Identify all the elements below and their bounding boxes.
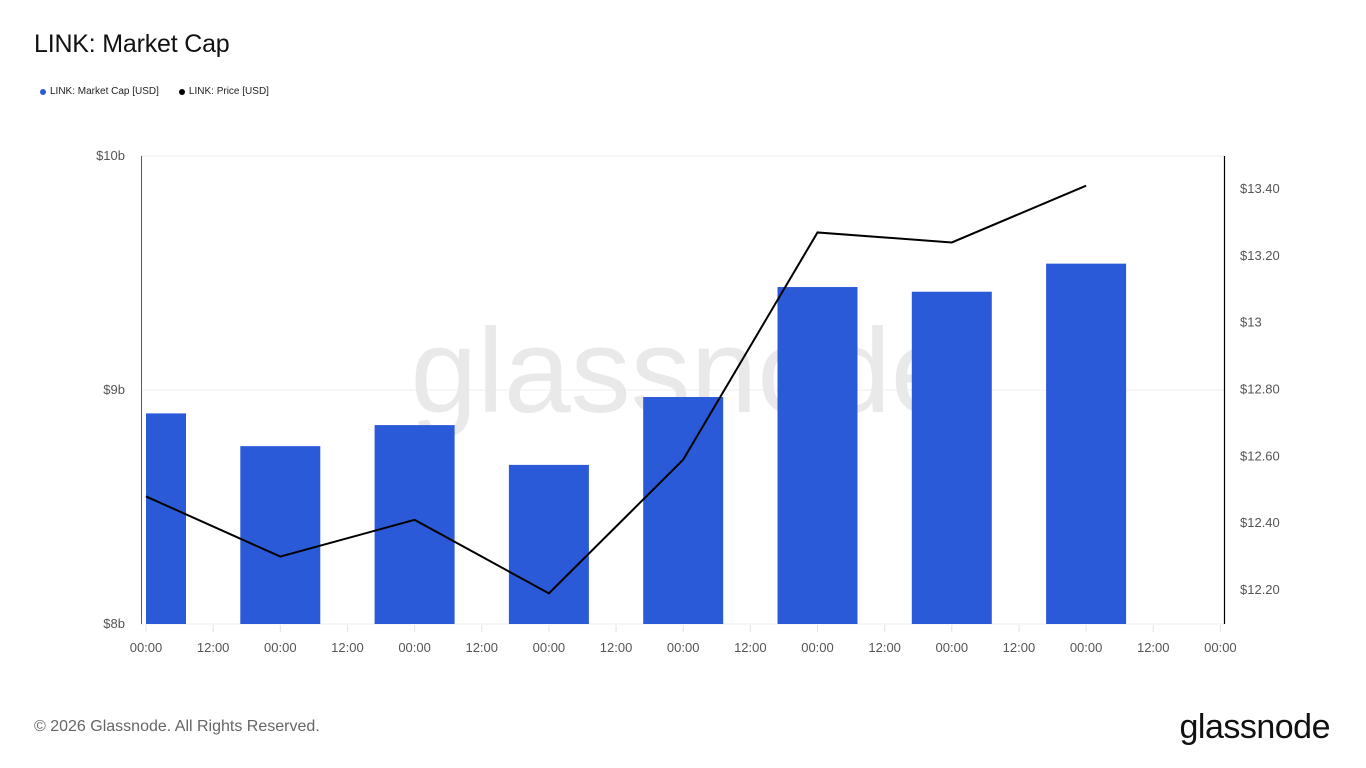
y-right-tick-label: $13.20 [1240,248,1280,263]
x-tick-label: 12:00 [734,640,767,655]
bar[interactable] [1046,263,1127,624]
glassnode-logo: glassnode [1179,708,1330,746]
x-tick-label: 00:00 [130,640,163,655]
legend-item-price[interactable]: LINK: Price [USD] [178,86,269,97]
y-left-tick-label: $8b [103,616,125,631]
y-right-tick-label: $12.80 [1240,382,1280,397]
y-left-tick-label: $10b [96,148,125,163]
y-right-tick-label: $12.60 [1240,448,1280,463]
x-tick-label: 12:00 [1137,640,1170,655]
bar[interactable] [146,413,186,624]
y-left-tick-label: $9b [103,382,125,397]
bar[interactable] [777,287,858,624]
y-right-tick-label: $12.20 [1240,582,1280,597]
chart-title: LINK: Market Cap [34,30,230,58]
legend: LINK: Market Cap [USD] LINK: Price [USD] [40,86,269,97]
x-tick-label: 00:00 [398,640,431,655]
x-tick-label: 12:00 [600,640,633,655]
legend-dot-price-icon [178,88,185,95]
x-tick-label: 00:00 [533,640,566,655]
x-tick-label: 12:00 [868,640,901,655]
x-tick-label: 12:00 [1003,640,1036,655]
bar[interactable] [643,397,724,624]
y-axis-right: $12.20 $12.40 $12.60 $12.80 $13 $13.20 $13.40 [1240,181,1280,597]
legend-label: LINK: Price [USD] [188,86,269,97]
bar[interactable] [911,291,992,624]
y-right-tick-label: $13 [1240,315,1262,330]
legend-label: LINK: Market Cap [USD] [50,86,159,97]
x-tick-label: 00:00 [936,640,969,655]
x-tick-label: 00:00 [667,640,700,655]
bar-series-market-cap [146,263,1127,624]
bar[interactable] [508,464,589,624]
line-series-price [145,184,1087,595]
x-tick-label: 12:00 [197,640,230,655]
y-axis-left: $8b $9b $10b [96,148,125,631]
legend-item-market-cap[interactable]: LINK: Market Cap [USD] [40,86,159,97]
y-right-tick-label: $12.40 [1240,515,1280,530]
x-tick-label: 12:00 [331,640,364,655]
bar[interactable] [374,425,455,624]
bar[interactable] [240,446,321,624]
x-tick-label: 00:00 [1204,640,1237,655]
x-axis: 00:00 12:00 00:00 12:00 00:00 12:00 00:00 12:00… [130,625,1237,655]
x-tick-label: 12:00 [465,640,498,655]
x-tick-label: 00:00 [264,640,297,655]
x-tick-label: 00:00 [801,640,834,655]
y-right-tick-label: $13.40 [1240,181,1280,196]
copyright-text: © 2026 Glassnode. All Rights Reserved. [34,718,320,735]
legend-dot-market-cap-icon [40,88,46,95]
x-tick-label: 00:00 [1070,640,1103,655]
